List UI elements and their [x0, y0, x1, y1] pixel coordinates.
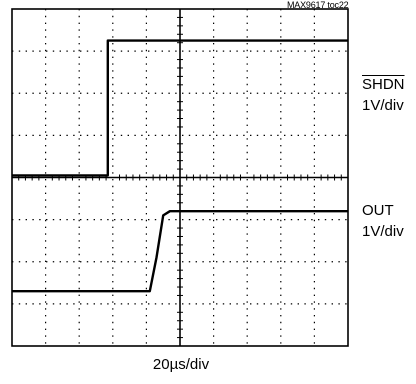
- trace-out-line: [12, 209, 348, 293]
- scope-grid: [11, 8, 349, 347]
- shdn-channel-label: SHDN 1V/div: [362, 74, 405, 116]
- figure-reference: MAX9617 toc22: [287, 0, 349, 10]
- out-scale-label: 1V/div: [362, 223, 404, 240]
- shdn-series-name: SHDN: [362, 76, 405, 93]
- out-channel-label: OUT 1V/div: [362, 200, 404, 242]
- out-series-name: OUT: [362, 202, 394, 219]
- shdn-scale-label: 1V/div: [362, 97, 404, 114]
- x-axis-scale-label: 20µs/div: [152, 356, 210, 373]
- scope-traces: [12, 39, 348, 293]
- trace-shdn-line: [12, 39, 348, 177]
